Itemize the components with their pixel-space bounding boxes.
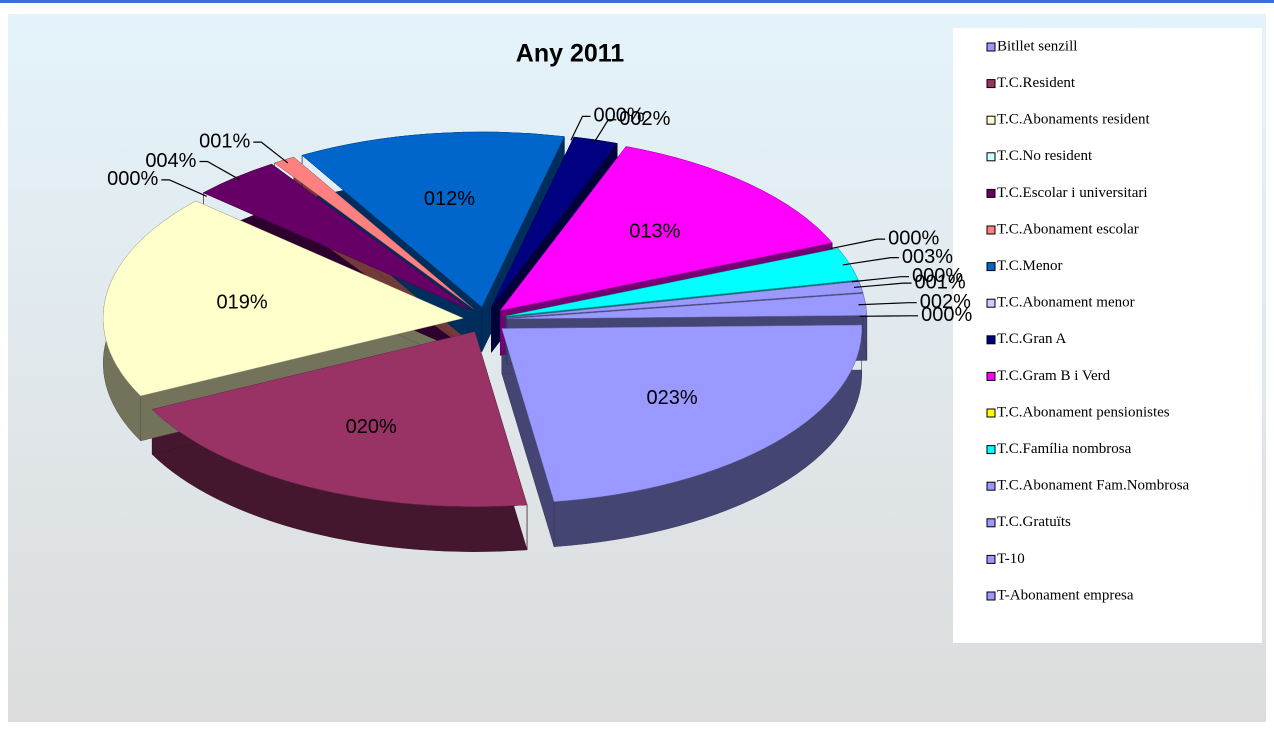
data-label: 019% [217, 292, 268, 314]
legend-swatch [987, 226, 995, 234]
legend-label: T.C.Abonaments resident [997, 112, 1150, 128]
data-label: 004% [145, 150, 196, 172]
data-label: 020% [346, 416, 397, 438]
legend-swatch [987, 446, 995, 454]
legend-label: T.C.Resident [997, 75, 1076, 91]
legend-swatch [987, 116, 995, 124]
legend-swatch [987, 299, 995, 307]
top-rule [0, 0, 1274, 3]
legend-label: T-10 [997, 551, 1025, 567]
data-label: 023% [647, 387, 698, 409]
data-label: 002% [619, 108, 670, 130]
legend-swatch [987, 43, 995, 51]
legend-label: T.C.Abonament escolar [997, 221, 1139, 237]
legend-swatch [987, 189, 995, 197]
legend-swatch [987, 555, 995, 563]
legend-label: T.C.Menor [997, 258, 1063, 274]
chart-title: Any 2011 [516, 40, 625, 68]
data-label: 012% [424, 188, 475, 210]
data-label: 000% [921, 304, 972, 326]
legend-label: T-Abonament empresa [997, 587, 1134, 603]
legend-swatch [987, 409, 995, 417]
legend-swatch [987, 482, 995, 490]
legend-swatch [987, 153, 995, 161]
legend-swatch [987, 336, 995, 344]
legend-swatch [987, 263, 995, 271]
legend-label: T.C.Abonament menor [997, 295, 1135, 311]
legend-label: T.C.Família nombrosa [997, 441, 1132, 457]
legend-label: T.C.Abonament Fam.Nombrosa [997, 478, 1190, 494]
legend-swatch [987, 372, 995, 380]
legend-swatch [987, 80, 995, 88]
legend-label: T.C.No resident [997, 148, 1093, 164]
data-label: 013% [629, 221, 680, 243]
data-label: 001% [199, 130, 250, 152]
legend-swatch [987, 519, 995, 527]
legend-swatch [987, 592, 995, 600]
legend-label: T.C.Gratuïts [997, 514, 1071, 530]
legend-label: T.C.Gram B i Verd [997, 368, 1111, 384]
legend-label: T.C.Escolar i universitari [997, 185, 1148, 201]
legend-label: T.C.Abonament pensionistes [997, 404, 1170, 420]
legend-label: T.C.Gran A [997, 331, 1066, 347]
legend-label: Bitllet senzill [997, 38, 1077, 54]
